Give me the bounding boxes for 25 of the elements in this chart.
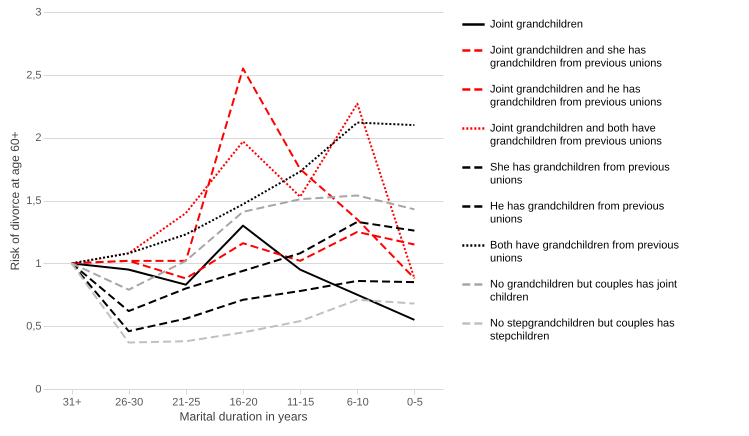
y-tick-label: 1 (35, 258, 42, 270)
y-tick-label: 3 (35, 6, 42, 18)
y-tick-label: 0,5 (26, 320, 42, 333)
x-tick-label: 16-20 (229, 396, 258, 408)
x-tick-label: 6-10 (346, 396, 369, 408)
legend-label: Both have grandchildren from previous unions (490, 240, 680, 264)
legend-label: No grandchildren but couples has joint children (490, 278, 678, 304)
legend-label: Joint grandchildren (490, 18, 583, 30)
y-tick-label: 1,5 (26, 195, 42, 207)
y-tick-label: 2 (35, 132, 42, 144)
legend-label: Joint grandchildren and she has grandchildren from previous unions (490, 44, 662, 70)
legend-label: No stepgrandchildren but couples has stepchildren (490, 318, 676, 342)
x-tick-label: 0-5 (406, 396, 423, 408)
x-tick-label: 21-25 (172, 396, 200, 408)
legend-label: Joint grandchildren and he has grandchildren from previous unions (490, 84, 662, 108)
x-tick-label: 31+ (62, 396, 82, 408)
x-tick-label: 11-15 (286, 396, 314, 408)
legend-label: She has grandchildren from previous unions (490, 162, 670, 186)
y-tick-label: 0 (35, 384, 42, 396)
legend-label: He has grandchildren from previous unions (490, 200, 665, 226)
x-tick-label: 26-30 (115, 396, 144, 408)
y-tick-label: 2,5 (26, 69, 42, 82)
y-axis-title: Risk of divorce at age 60+ (8, 131, 22, 271)
x-axis-title: Marital duration in years (179, 410, 308, 424)
legend-label: Joint grandchildren and both have grandchildren from previous unions (490, 122, 662, 148)
